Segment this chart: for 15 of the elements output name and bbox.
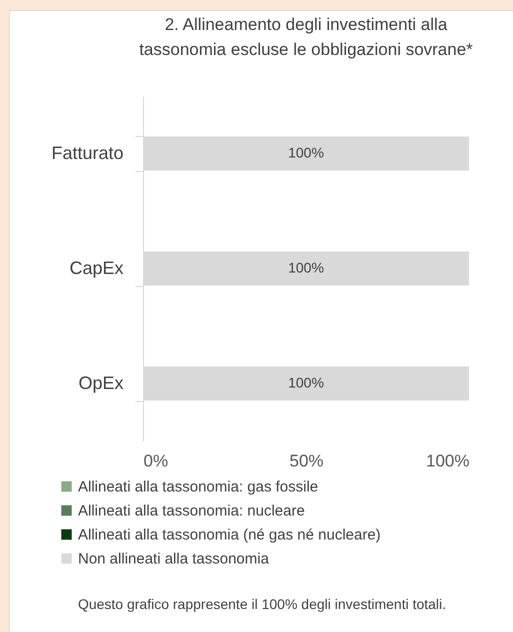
chart-title: 2. Allineamento degli investimenti alla tassonomia escluse le obbligazioni sovrane* <box>139 15 474 59</box>
text: Questo grafico rappresente il 100% degli investimenti totali. <box>76 596 448 612</box>
y-tick-label: Fatturato <box>51 143 124 163</box>
data-label: 100% <box>288 260 324 276</box>
x-tick-label: 100% <box>426 452 470 470</box>
y-tick-label: CapEx <box>69 258 124 278</box>
y-tick-label: OpEx <box>78 373 124 393</box>
legend-label: Allineati alla tassonomia: gas fossile <box>78 478 318 496</box>
data-label: 100% <box>288 374 324 390</box>
x-tick-label: 0% <box>144 452 168 470</box>
data-label: 100% <box>288 144 324 160</box>
x-tick-label: 50% <box>289 452 324 470</box>
legend-label: Allineati alla tassonomia (né gas né nucleare) <box>78 526 381 544</box>
legend-label: Non allineati alla tassonomia <box>78 550 270 568</box>
legend-label: Allineati alla tassonomia: nucleare <box>78 502 305 520</box>
